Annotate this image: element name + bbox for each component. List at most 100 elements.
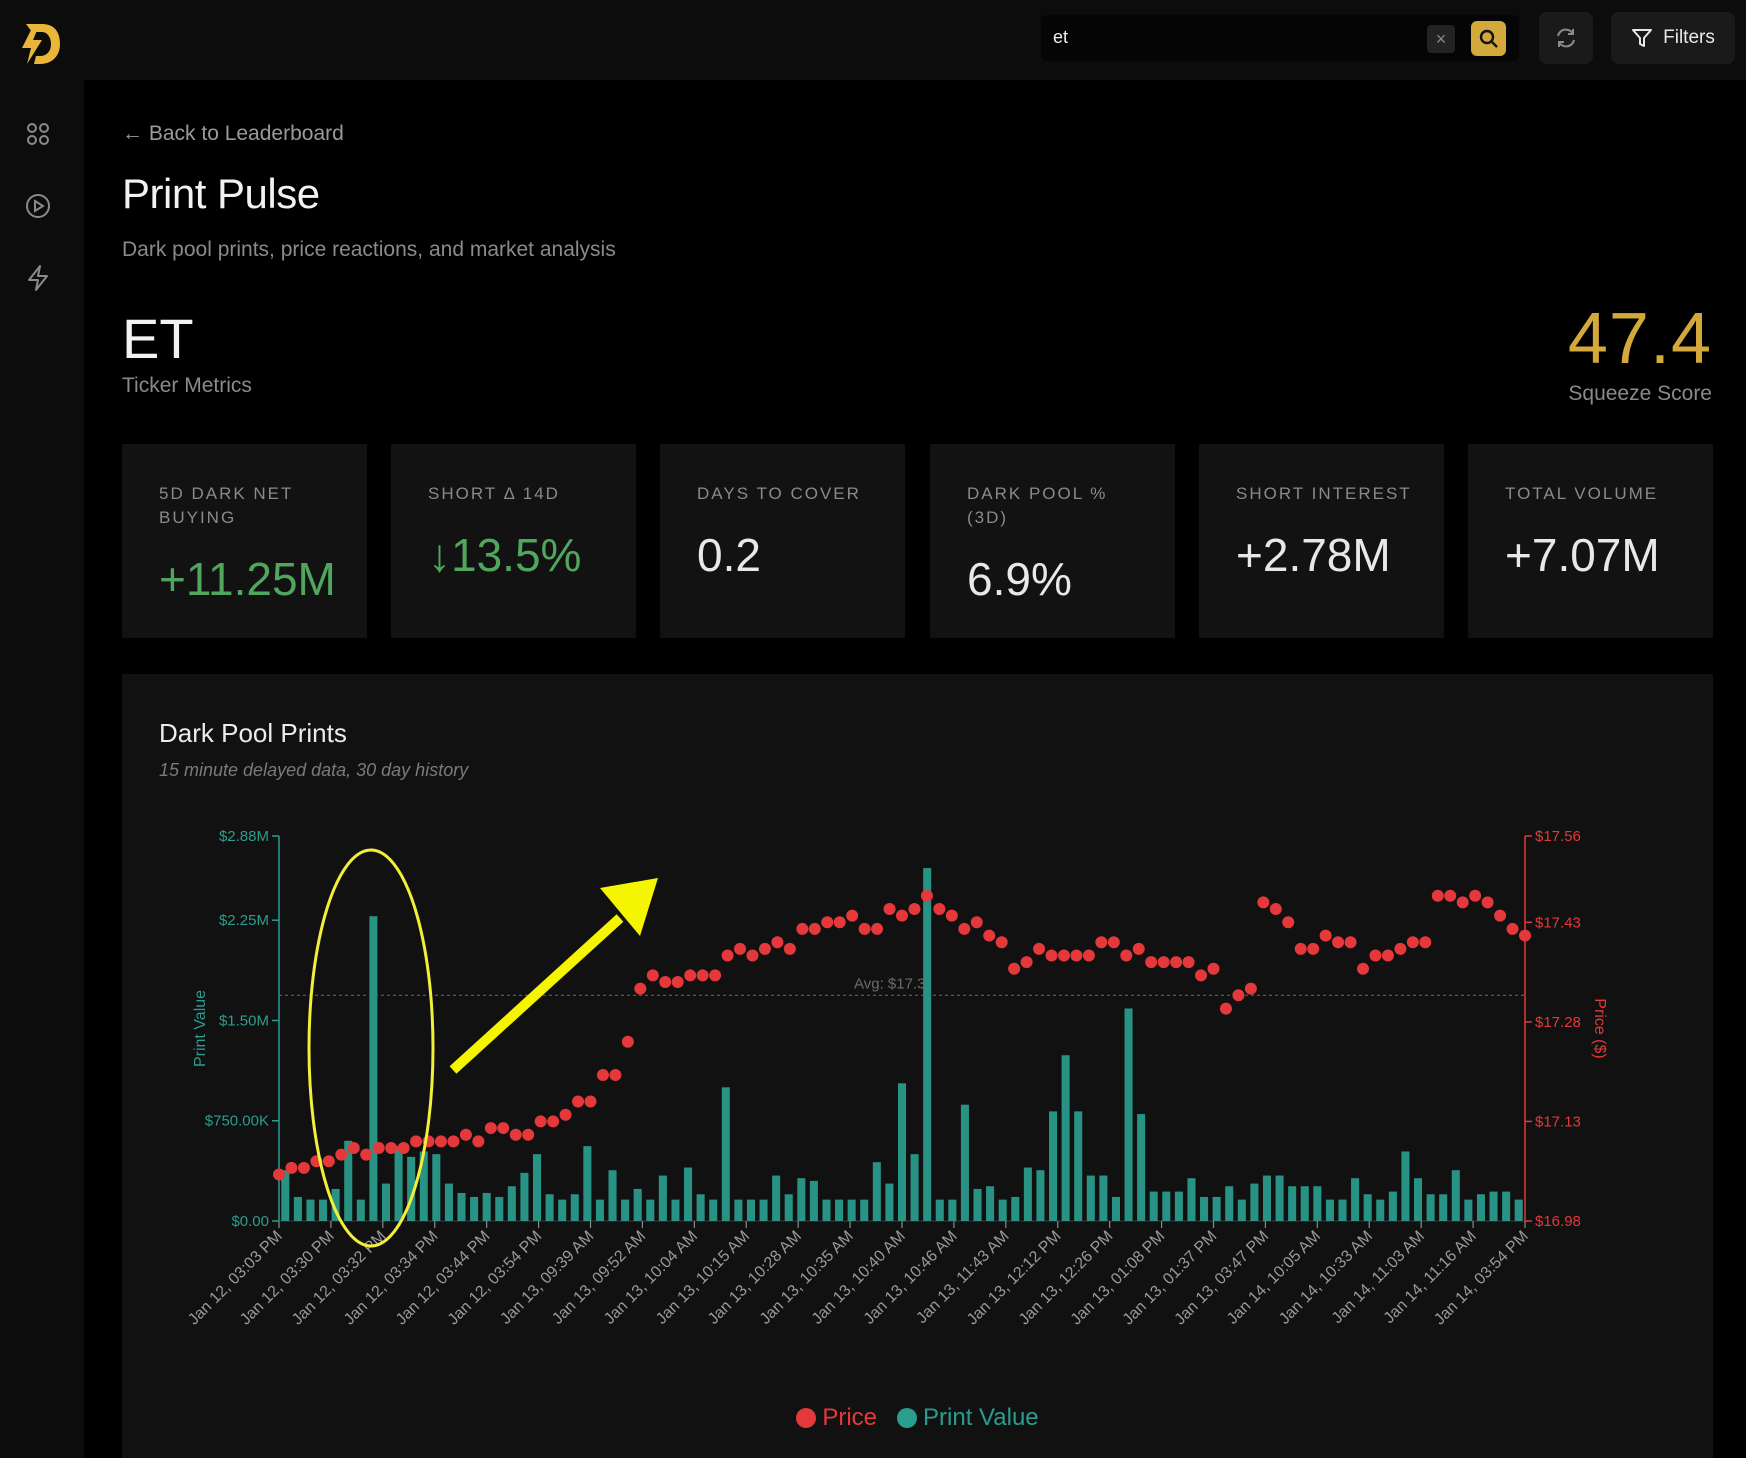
print-value-bar	[973, 1188, 982, 1221]
price-point	[484, 1122, 497, 1135]
print-value-bar	[1313, 1186, 1322, 1221]
print-value-bar	[558, 1199, 567, 1221]
print-value-bar	[470, 1196, 479, 1221]
price-point	[347, 1141, 360, 1154]
price-point	[1145, 956, 1158, 969]
price-point	[634, 982, 647, 995]
left-tick-label: $750.00K	[205, 1113, 269, 1130]
price-point	[1269, 903, 1282, 916]
back-to-leaderboard-link[interactable]: ← Back to Leaderboard	[122, 122, 344, 145]
price-point	[1369, 949, 1382, 962]
price-point	[1082, 949, 1095, 962]
print-value-bar	[822, 1199, 831, 1221]
price-point	[447, 1135, 460, 1148]
price-point	[659, 976, 672, 989]
legend-price-label: Price	[822, 1404, 878, 1431]
print-value-bar	[1162, 1191, 1171, 1221]
filters-button[interactable]: Filters	[1611, 12, 1735, 64]
price-point	[746, 949, 759, 962]
x-tick-label: Jan 13, 10:35 AM	[757, 1228, 857, 1328]
right-axis-title: Price ($)	[1591, 998, 1608, 1058]
price-point	[534, 1115, 547, 1128]
print-value-bar	[809, 1180, 818, 1221]
print-value-bar	[948, 1199, 957, 1221]
price-point	[1170, 956, 1183, 969]
price-point	[385, 1141, 398, 1154]
x-tick-label: Jan 13, 09:39 AM	[497, 1228, 597, 1328]
price-point	[833, 916, 846, 929]
print-value-bar	[520, 1172, 529, 1221]
dark-pool-prints-panel: Dark Pool Prints 15 minute delayed data,…	[122, 674, 1713, 1458]
price-point	[771, 936, 784, 949]
chart-title: Dark Pool Prints	[159, 718, 347, 748]
print-value-bar	[872, 1162, 881, 1221]
print-value-bar	[1288, 1186, 1297, 1221]
price-point	[1057, 949, 1070, 962]
price-point	[572, 1095, 585, 1108]
price-point	[970, 916, 983, 929]
refresh-button[interactable]	[1539, 12, 1593, 64]
print-value-bar	[658, 1175, 667, 1221]
price-point	[808, 922, 821, 935]
price-point	[509, 1128, 522, 1141]
price-point	[547, 1115, 560, 1128]
print-value-bar	[407, 1156, 416, 1221]
print-value-bar	[369, 916, 378, 1221]
search-value[interactable]: et	[1053, 27, 1069, 47]
x-tick-label: Jan 12, 03:44 PM	[393, 1228, 494, 1329]
dark-pool-chart[interactable]: $0.00 $750.00K $1.50M $2.25M $2.88M $16.98 $17…	[122, 674, 1713, 1394]
price-point	[995, 936, 1008, 949]
print-value-bar	[394, 1146, 403, 1221]
x-tick-label: Jan 12, 03:03 PM	[185, 1228, 286, 1329]
right-tick-label: $17.28	[1535, 1014, 1581, 1031]
metric-label: SHORT INTEREST	[1236, 484, 1412, 503]
legend-item-print-value[interactable]: Print Value	[897, 1404, 1039, 1432]
left-axis-title: Print Value	[192, 990, 209, 1067]
search-button[interactable]	[1471, 21, 1506, 56]
page-subtitle: Dark pool prints, price reactions, and m…	[122, 238, 616, 261]
legend-item-price[interactable]: Price	[796, 1404, 877, 1432]
print-value-bar	[381, 1183, 391, 1221]
print-value-bar	[1476, 1194, 1485, 1221]
x-tick-label: Jan 13, 10:04 AM	[601, 1228, 701, 1328]
clear-search-button[interactable]: ×	[1427, 25, 1455, 53]
print-value-bar	[1401, 1151, 1410, 1221]
logo-icon[interactable]	[14, 18, 66, 70]
price-point	[1070, 949, 1083, 962]
metric-value: ↓13.5%	[428, 529, 582, 581]
metric-label: DARK POOL % (3D)	[967, 484, 1108, 527]
metric-value: +7.07M	[1505, 529, 1660, 581]
price-point	[709, 969, 722, 982]
print-value-bar	[1111, 1196, 1120, 1221]
price-point	[596, 1068, 609, 1081]
legend-print-value-label: Print Value	[923, 1404, 1039, 1431]
price-point	[621, 1035, 634, 1048]
print-value-bar	[608, 1170, 617, 1221]
price-point	[1244, 982, 1257, 995]
play-circle-icon[interactable]	[22, 190, 54, 222]
x-tick-label: Jan 14, 11:03 AM	[1329, 1228, 1428, 1327]
print-value-bar	[746, 1199, 755, 1221]
price-point	[522, 1128, 535, 1141]
price-point	[1257, 896, 1270, 909]
ticker-symbol: ET	[122, 307, 194, 370]
price-point	[734, 942, 747, 955]
grid-icon[interactable]	[22, 118, 54, 150]
metric-value: 0.2	[697, 529, 761, 581]
price-point	[1157, 956, 1170, 969]
print-value-bar	[356, 1199, 365, 1221]
price-point	[1506, 922, 1519, 935]
price-point	[1419, 936, 1432, 949]
search-input[interactable]: et ×	[1041, 15, 1519, 61]
print-value-bar	[1074, 1111, 1083, 1221]
price-point	[858, 922, 871, 935]
print-value-bar	[306, 1199, 315, 1221]
lightning-icon[interactable]	[22, 262, 54, 294]
print-value-bar	[1300, 1186, 1309, 1221]
squeeze-score-label: Squeeze Score	[1568, 382, 1712, 405]
price-point	[1332, 936, 1345, 949]
metric-card-dark-net-buying: 5D DARK NET BUYING +11.25M	[122, 444, 367, 638]
print-value-bar	[847, 1199, 856, 1221]
print-value-bar	[293, 1196, 302, 1221]
print-value-bar	[1351, 1178, 1360, 1221]
